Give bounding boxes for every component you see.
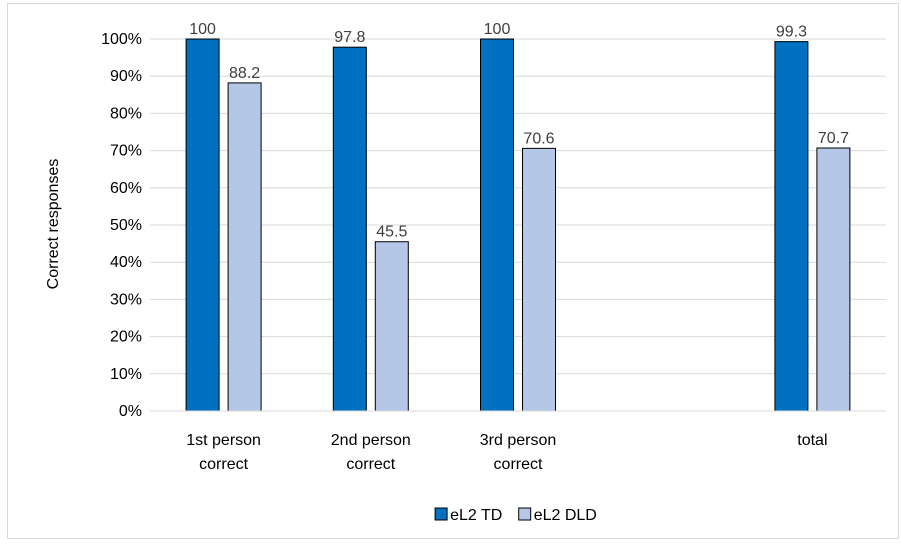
data-labels: 100 97.8 100 99.3 88.2 45.5 70.6 70.7 [189,21,849,241]
y-tick-label: 90% [110,68,142,85]
y-tick-label: 0% [119,403,142,420]
data-label: 45.5 [376,224,407,241]
bar-el2-dld [816,147,851,412]
data-label: 88.2 [229,65,260,82]
data-label: 99.3 [776,24,807,41]
x-category-label: 1st person [186,432,261,449]
legend-swatch [434,507,448,521]
legend-label: eL2 TD [450,507,502,524]
y-tick-label: 80% [110,105,142,122]
data-label: 70.7 [818,130,849,147]
y-tick-label: 100% [101,31,142,48]
data-label: 97.8 [334,29,365,46]
bar-el2-td [185,38,220,412]
x-category-label: correct [199,456,248,473]
legend: eL2 TD eL2 DLD [434,507,597,524]
bar-el2-td [332,46,367,412]
bar-el2-td [774,41,809,412]
x-category-label: correct [494,456,543,473]
y-tick-label: 40% [110,254,142,271]
legend-label: eL2 DLD [534,507,597,524]
bar-el2-dld [227,82,262,412]
x-category-label: correct [346,456,395,473]
y-tick-label: 20% [110,329,142,346]
y-tick-label: 70% [110,143,142,160]
bar-el2-td [480,38,514,412]
gridlines [150,38,886,375]
data-label: 70.6 [523,130,554,147]
y-tick-label: 60% [110,180,142,197]
legend-swatch [518,507,532,521]
y-tick-label: 30% [110,291,142,308]
x-category-label: 3rd person [480,432,557,449]
x-category-label: 2nd person [331,432,411,449]
y-tick-label: 10% [110,366,142,383]
chart-frame: 0% 10% 20% 30% 40% 50% 60% 70% 80% 90% 100% 1st per… [7,3,899,539]
data-label: 100 [484,21,511,38]
data-label: 100 [189,21,216,38]
axes: 0% 10% 20% 30% 40% 50% 60% 70% 80% 90% 100% 1st per… [101,31,886,473]
bar-el2-dld [374,241,409,412]
bar-chart: 0% 10% 20% 30% 40% 50% 60% 70% 80% 90% 100% 1st per… [45,21,886,524]
x-category-label: total [797,432,827,449]
bar-el2-dld [522,147,556,412]
y-axis-title: Correct responses [45,159,62,290]
y-tick-label: 50% [110,217,142,234]
